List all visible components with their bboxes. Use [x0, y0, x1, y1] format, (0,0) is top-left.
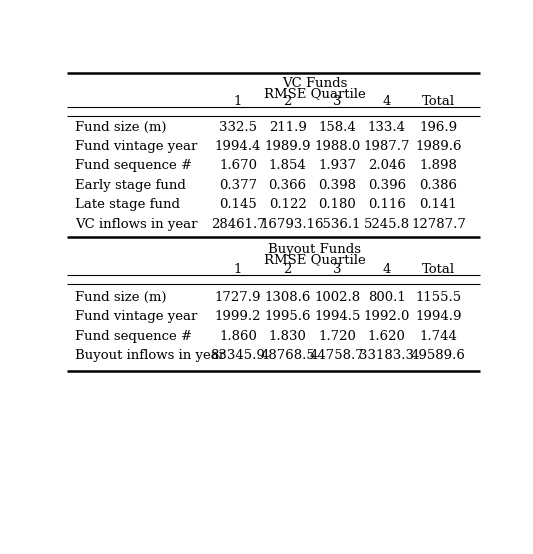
Text: Buyout inflows in year: Buyout inflows in year [75, 349, 225, 362]
Text: Total: Total [422, 263, 455, 276]
Text: 1.860: 1.860 [219, 330, 257, 342]
Text: 1727.9: 1727.9 [215, 291, 261, 304]
Text: 133.4: 133.4 [368, 121, 406, 134]
Text: 800.1: 800.1 [368, 291, 406, 304]
Text: 0.386: 0.386 [419, 178, 457, 192]
Text: 4: 4 [383, 95, 391, 107]
Text: 1988.0: 1988.0 [314, 140, 360, 153]
Text: 4: 4 [383, 263, 391, 276]
Text: Fund sequence #: Fund sequence # [75, 330, 192, 342]
Text: 332.5: 332.5 [219, 121, 257, 134]
Text: 1308.6: 1308.6 [264, 291, 311, 304]
Text: VC Funds: VC Funds [282, 77, 347, 90]
Text: 196.9: 196.9 [419, 121, 457, 134]
Text: 211.9: 211.9 [269, 121, 306, 134]
Text: 0.366: 0.366 [269, 178, 306, 192]
Text: 0.180: 0.180 [318, 198, 356, 211]
Text: 1994.4: 1994.4 [215, 140, 261, 153]
Text: 2: 2 [284, 95, 292, 107]
Text: RMSE Quartile: RMSE Quartile [264, 88, 365, 100]
Text: 5245.8: 5245.8 [364, 218, 410, 231]
Text: RMSE Quartile: RMSE Quartile [264, 253, 365, 266]
Text: 1999.2: 1999.2 [215, 310, 261, 324]
Text: 49589.6: 49589.6 [411, 349, 466, 362]
Text: VC inflows in year: VC inflows in year [75, 218, 197, 231]
Text: 0.396: 0.396 [368, 178, 406, 192]
Text: Late stage fund: Late stage fund [75, 198, 180, 211]
Text: 1.830: 1.830 [269, 330, 306, 342]
Text: 0.116: 0.116 [368, 198, 406, 211]
Text: 28461.7: 28461.7 [211, 218, 265, 231]
Text: 0.145: 0.145 [219, 198, 257, 211]
Text: Fund vintage year: Fund vintage year [75, 140, 197, 153]
Text: 158.4: 158.4 [318, 121, 356, 134]
Text: 6536.1: 6536.1 [314, 218, 360, 231]
Text: 2.046: 2.046 [368, 160, 406, 172]
Text: 1155.5: 1155.5 [415, 291, 462, 304]
Text: 0.141: 0.141 [419, 198, 457, 211]
Text: 1002.8: 1002.8 [314, 291, 360, 304]
Text: 1.937: 1.937 [318, 160, 356, 172]
Text: 1.670: 1.670 [219, 160, 257, 172]
Text: 1.898: 1.898 [419, 160, 457, 172]
Text: 1994.9: 1994.9 [415, 310, 462, 324]
Text: 0.398: 0.398 [318, 178, 356, 192]
Text: 1987.7: 1987.7 [364, 140, 410, 153]
Text: 16793.1: 16793.1 [260, 218, 315, 231]
Text: 1992.0: 1992.0 [364, 310, 410, 324]
Text: 0.377: 0.377 [219, 178, 257, 192]
Text: 3: 3 [333, 95, 342, 107]
Text: 1.744: 1.744 [419, 330, 457, 342]
Text: 1995.6: 1995.6 [264, 310, 311, 324]
Text: Early stage fund: Early stage fund [75, 178, 186, 192]
Text: 2: 2 [284, 263, 292, 276]
Text: 44758.7: 44758.7 [310, 349, 365, 362]
Text: 83345.9: 83345.9 [211, 349, 265, 362]
Text: 0.122: 0.122 [269, 198, 306, 211]
Text: 1.854: 1.854 [269, 160, 306, 172]
Text: 1: 1 [234, 95, 242, 107]
Text: Fund size (m): Fund size (m) [75, 291, 166, 304]
Text: 48768.5: 48768.5 [260, 349, 315, 362]
Text: Total: Total [422, 95, 455, 107]
Text: 1.620: 1.620 [368, 330, 406, 342]
Text: Buyout Funds: Buyout Funds [268, 243, 361, 255]
Text: 1.720: 1.720 [318, 330, 356, 342]
Text: 1994.5: 1994.5 [314, 310, 360, 324]
Text: 12787.7: 12787.7 [411, 218, 466, 231]
Text: 1: 1 [234, 263, 242, 276]
Text: Fund vintage year: Fund vintage year [75, 310, 197, 324]
Text: 1989.6: 1989.6 [415, 140, 462, 153]
Text: 1989.9: 1989.9 [264, 140, 311, 153]
Text: Fund sequence #: Fund sequence # [75, 160, 192, 172]
Text: 33183.3: 33183.3 [359, 349, 414, 362]
Text: Fund size (m): Fund size (m) [75, 121, 166, 134]
Text: 3: 3 [333, 263, 342, 276]
